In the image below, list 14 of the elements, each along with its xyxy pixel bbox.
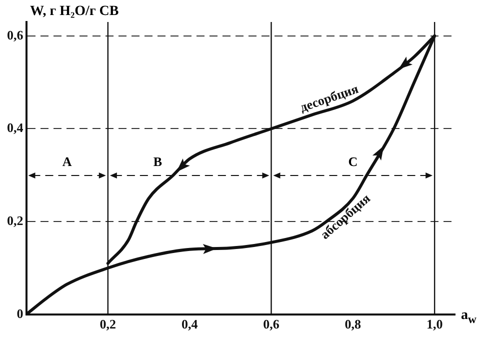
y-tick-label: 0,6: [7, 27, 24, 42]
x-tick-label: 0,8: [344, 316, 362, 332]
x-tick-label: 0,6: [263, 316, 280, 332]
annotation: B: [153, 154, 162, 170]
y-tick-label: 0,4: [7, 120, 24, 136]
x-axis-title: a$_{w}$: [461, 308, 476, 326]
x-tick-label: 1,0: [426, 316, 443, 332]
y-tick-label: 0: [16, 306, 24, 321]
y-axis-title: W, г H₂O/г СВ: [30, 4, 119, 20]
x-tick-label: 0,4: [181, 316, 198, 332]
y-tick-label: 0,2: [7, 212, 24, 228]
x-tick-label: 0,2: [100, 316, 116, 332]
annotation: C: [348, 154, 358, 170]
annotation: A: [62, 154, 72, 170]
